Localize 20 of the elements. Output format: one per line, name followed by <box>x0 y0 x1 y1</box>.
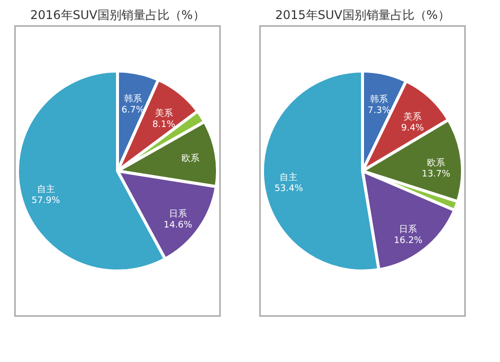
data-label: 13.7% <box>422 170 451 180</box>
data-label: 8.1% <box>152 120 176 130</box>
data-label: 7.3% <box>368 106 391 116</box>
slice-label: 欧系 <box>427 158 446 169</box>
slice-label: 韩系 <box>370 94 388 105</box>
slice-label: 欧系 <box>181 152 200 164</box>
chart-title: 2016年SUV国别销量占比（%） <box>30 8 205 22</box>
slice-label: 美系 <box>404 111 422 122</box>
slice-label: 美系 <box>154 108 173 120</box>
slice-label: 韩系 <box>124 94 142 105</box>
data-label: 16.2% <box>394 236 423 246</box>
slice-label: 日系 <box>168 208 187 220</box>
slice-label: 自主 <box>36 184 55 196</box>
slice-label: 自主 <box>280 172 298 184</box>
data-label: 57.9% <box>31 196 61 206</box>
slice-label: 日系 <box>399 224 418 236</box>
data-label: 9.4% <box>401 123 424 134</box>
chart-title: 2015年SUV国别销量占比（%） <box>275 8 450 22</box>
data-label: 53.4% <box>274 184 304 194</box>
data-label: 14.6% <box>164 220 193 231</box>
